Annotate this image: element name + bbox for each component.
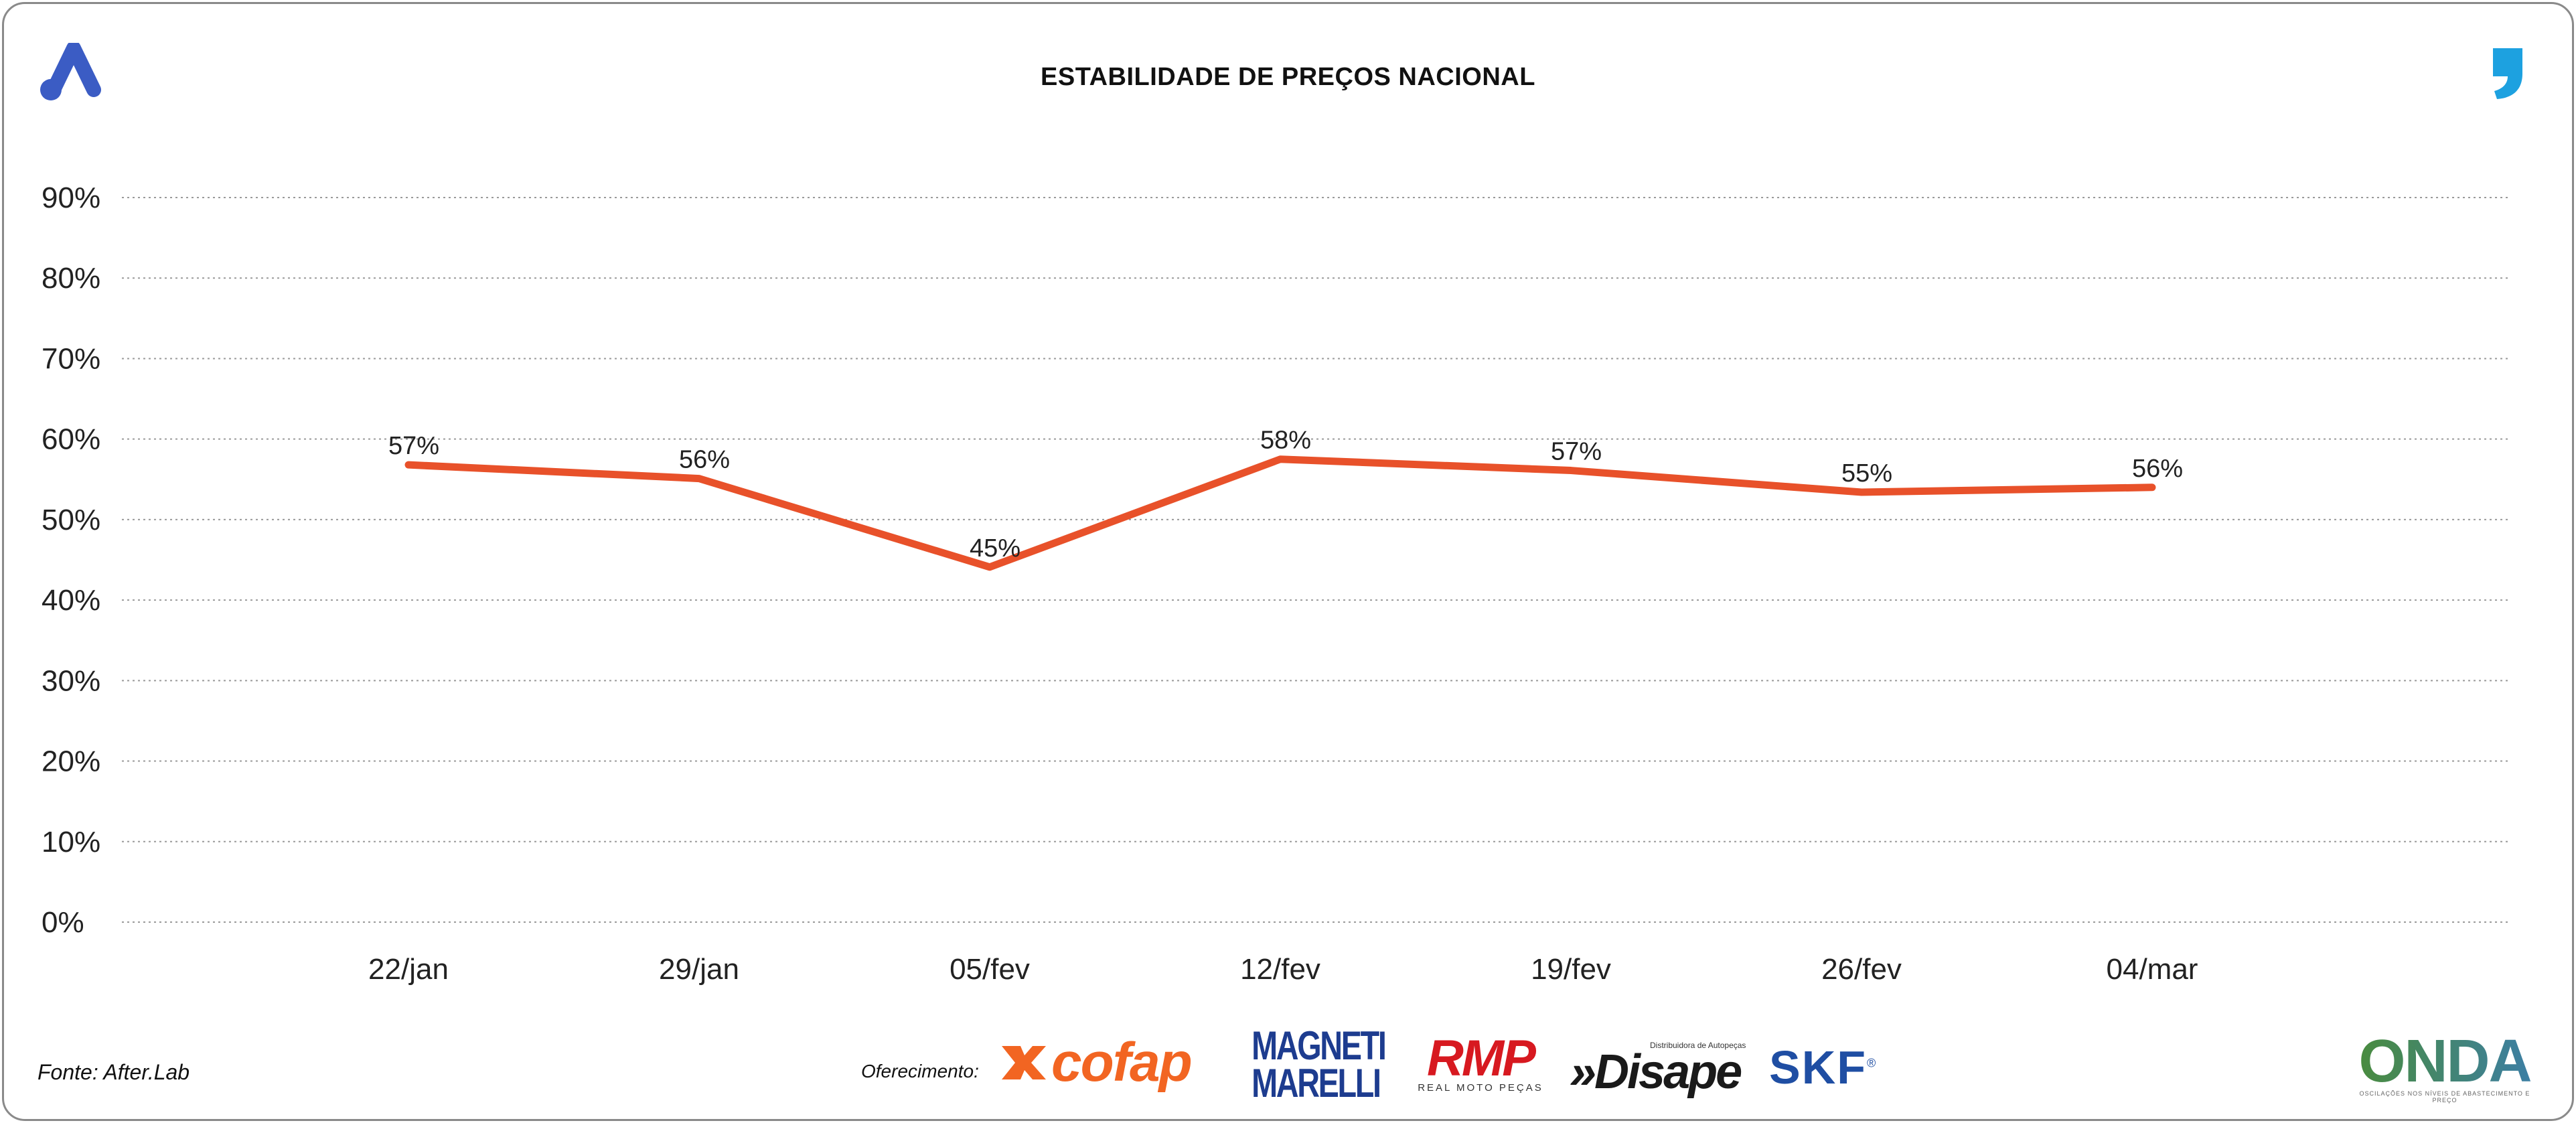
data-label-4: 57%	[1551, 438, 1602, 466]
chart-title: ESTABILIDADE DE PREÇOS NACIONAL	[1041, 63, 1535, 91]
onda-subtitle: OSCILAÇÕES NOS NÍVEIS DE ABASTECIMENTO E…	[2359, 1090, 2530, 1104]
brand-a-logo-icon	[40, 43, 101, 100]
data-point-3	[1280, 458, 1281, 460]
skf-wordmark: SKF	[1769, 1041, 1867, 1094]
x-tick-label-2: 05/fev	[950, 953, 1030, 986]
cofap-wordmark: cofap	[1051, 1032, 1193, 1093]
x-tick-label-3: 12/fev	[1240, 953, 1320, 986]
data-point-6	[2151, 486, 2153, 488]
disape-wordmark: »Disape	[1570, 1045, 1742, 1099]
rmp-subtitle: REAL MOTO PEÇAS	[1418, 1082, 1543, 1094]
data-point-1	[698, 477, 700, 479]
x-tick-label-5: 26/fev	[1821, 953, 1902, 986]
marelli-wordmark: MARELLI	[1252, 1061, 1381, 1106]
x-tick-label-6: 04/mar	[2107, 953, 2198, 986]
y-tick-label-60: 60%	[42, 423, 100, 456]
data-point-2	[989, 566, 990, 568]
y-tick-label-0: 0%	[42, 906, 84, 939]
data-point-0	[408, 464, 409, 466]
data-point-4	[1570, 469, 1572, 471]
onda-logo: ONDA OSCILAÇÕES NOS NÍVEIS DE ABASTECIME…	[2351, 1031, 2539, 1104]
data-label-6: 56%	[2132, 455, 2183, 483]
data-label-3: 58%	[1260, 427, 1311, 455]
data-label-2: 45%	[970, 534, 1020, 563]
x-tick-label-4: 19/fev	[1531, 953, 1611, 986]
y-tick-label-20: 20%	[42, 745, 100, 778]
y-tick-label-90: 90%	[42, 181, 100, 214]
data-point-5	[1861, 492, 1862, 494]
rmp-wordmark: RMP	[1427, 1030, 1536, 1087]
data-label-0: 57%	[388, 432, 439, 460]
y-tick-label-80: 80%	[42, 262, 100, 295]
sponsor-cofap-logo: cofap	[1000, 1032, 1193, 1093]
data-label-5: 55%	[1841, 459, 1892, 488]
x-tick-label-0: 22/jan	[368, 953, 449, 986]
skf-registered-mark: ®	[1867, 1056, 1878, 1070]
y-tick-label-30: 30%	[42, 664, 100, 697]
y-tick-label-50: 50%	[42, 504, 100, 536]
cofap-x-icon	[1002, 1046, 1046, 1079]
sponsor-skf-logo: SKF®	[1769, 1041, 1877, 1094]
source-note: Fonte: After.Lab	[37, 1060, 190, 1084]
y-tick-label-10: 10%	[42, 826, 100, 858]
sponsor-label: Oferecimento:	[861, 1061, 979, 1081]
data-label-1: 56%	[679, 446, 730, 474]
onda-wordmark: ONDA	[2351, 1031, 2539, 1092]
quote-mark-logo-icon	[2493, 48, 2522, 99]
sponsor-magneti-marelli-logo: MAGNETI MARELLI	[1236, 1026, 1387, 1106]
x-tick-label-1: 29/jan	[659, 953, 739, 986]
y-tick-label-70: 70%	[42, 342, 100, 375]
disape-subtitle: Distribuidora de Autopeças	[1650, 1041, 1746, 1050]
sponsor-rmp-logo: RMP REAL MOTO PEÇAS	[1410, 1030, 1551, 1094]
y-tick-label-40: 40%	[42, 584, 100, 617]
